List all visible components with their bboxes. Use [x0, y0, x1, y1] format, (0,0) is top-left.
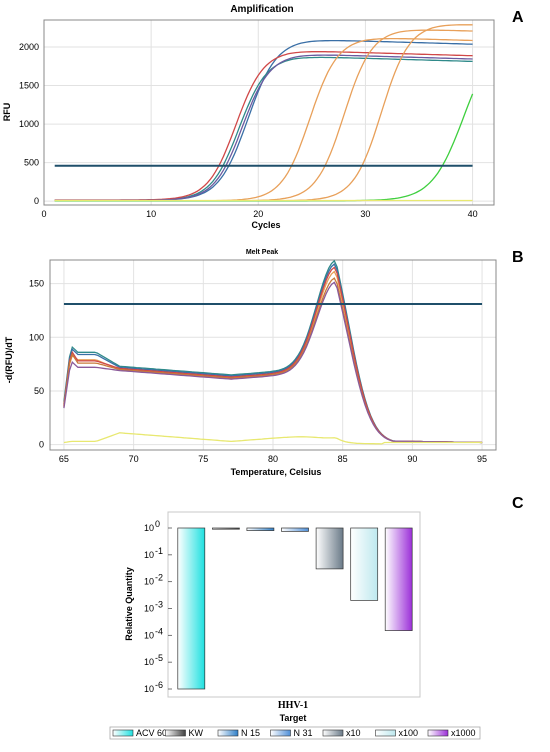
amplification-chart: Amplification A 0 500 1000 1500 2000 0 10 20 30… [2, 4, 524, 230]
panel-label-c: C [512, 495, 524, 512]
x-tick-labels: 0 10 20 30 40 [41, 209, 477, 219]
melt-curve [63, 281, 483, 444]
y-tick-label: 1000 [19, 119, 39, 129]
legend-label: x1000 [451, 728, 476, 738]
legend-swatch [270, 729, 291, 737]
legend-swatch [112, 729, 134, 737]
series-lines [63, 259, 483, 445]
x-tick-label: 95 [477, 454, 487, 464]
x-tick-label: 85 [338, 454, 348, 464]
y-tick-label: 10 [144, 550, 154, 560]
legend-label: N 15 [241, 728, 260, 738]
amplification-curve [54, 24, 473, 202]
legend-label: N 31 [294, 728, 313, 738]
x-tick-label: 65 [59, 454, 69, 464]
y-tick-exponent: -3 [155, 600, 163, 610]
y-axis-label: -d(RFU)/dT [4, 336, 14, 383]
plot-frame [49, 259, 497, 451]
x-tick-label: 90 [407, 454, 417, 464]
x-tick-label: 75 [198, 454, 208, 464]
amplification-curve [54, 51, 473, 201]
x-tick-label: 10 [146, 209, 156, 219]
amplification-curve [54, 29, 473, 202]
x-tick-label: 0 [41, 209, 46, 219]
y-tick-label: 2000 [19, 42, 39, 52]
chart-title: Melt Peak [246, 249, 278, 256]
bar [246, 527, 275, 531]
plot-frame [43, 19, 495, 206]
bar [384, 527, 413, 631]
legend-label: KW [189, 728, 204, 738]
bar [177, 527, 206, 690]
y-tick-exponent: -2 [155, 573, 163, 583]
bar [212, 527, 240, 530]
y-tick-exponent: 0 [155, 519, 160, 529]
y-tick-label: 10 [144, 657, 154, 667]
y-tick-label: 100 [29, 332, 44, 342]
y-tick-exponent: -5 [155, 653, 163, 663]
y-tick-label: 150 [29, 279, 44, 289]
plot-frame [167, 511, 421, 698]
legend-label: x100 [399, 728, 419, 738]
y-axis-label: Relative Quantity [124, 567, 134, 641]
bar [350, 527, 379, 601]
x-axis-label: Temperature, Celsius [231, 467, 322, 477]
panel-label-a: A [512, 9, 524, 26]
y-tick-label: 10 [144, 684, 154, 694]
legend-swatch [165, 729, 186, 737]
y-axis-label: RFU [2, 103, 12, 122]
legend-swatch [322, 729, 344, 737]
x-axis-label: Cycles [251, 220, 280, 230]
y-tick-labels: 0 50 100 150 [29, 279, 44, 450]
legend-items: ACV 60 KW N 15 N 31 x10 x100 x1000 [112, 728, 476, 738]
y-tick-label: 10 [144, 577, 154, 587]
amplification-curve [54, 93, 474, 202]
group-label: HHV-1 [278, 700, 308, 711]
x-tick-label: 20 [253, 209, 263, 219]
y-tick-label: 10 [144, 630, 154, 640]
amplification-curve [54, 39, 473, 202]
y-tick-labels: 0 500 1000 1500 2000 [19, 42, 39, 206]
legend-label: ACV 60 [136, 728, 167, 738]
y-tick-label: 50 [34, 386, 44, 396]
legend-swatch [217, 729, 239, 737]
legend-swatch [427, 729, 449, 737]
melt-curve [63, 432, 483, 445]
bars [177, 527, 413, 690]
y-tick-label: 10 [144, 604, 154, 614]
series-lines [54, 24, 474, 202]
x-tick-label: 70 [129, 454, 139, 464]
melt-peak-chart: Melt Peak B 0 50 100 150 65 70 75 80 85 90 95 Tem… [4, 249, 524, 477]
amplification-curve [54, 37, 473, 202]
legend-swatch [375, 729, 396, 737]
y-tick-label: 0 [34, 196, 39, 206]
y-tick-label: 0 [39, 440, 44, 450]
y-tick-exponent: -6 [155, 680, 163, 690]
x-tick-labels: 65 70 75 80 85 90 95 [59, 454, 487, 464]
x-tick-label: 80 [268, 454, 278, 464]
y-tick-label: 500 [24, 158, 39, 168]
bar [281, 527, 309, 532]
y-tick-exponent: -4 [155, 626, 163, 636]
x-axis-label: Target [280, 713, 307, 723]
bar [315, 527, 344, 570]
grid [43, 20, 494, 205]
y-tick-label: 1500 [19, 81, 39, 91]
y-tick-label: 10 [144, 523, 154, 533]
x-tick-label: 30 [360, 209, 370, 219]
y-tick-exponent: -1 [155, 546, 163, 556]
chart-title: Amplification [230, 4, 293, 15]
x-tick-label: 40 [468, 209, 478, 219]
panel-label-b: B [512, 249, 524, 266]
legend-label: x10 [346, 728, 361, 738]
grid [50, 260, 496, 450]
